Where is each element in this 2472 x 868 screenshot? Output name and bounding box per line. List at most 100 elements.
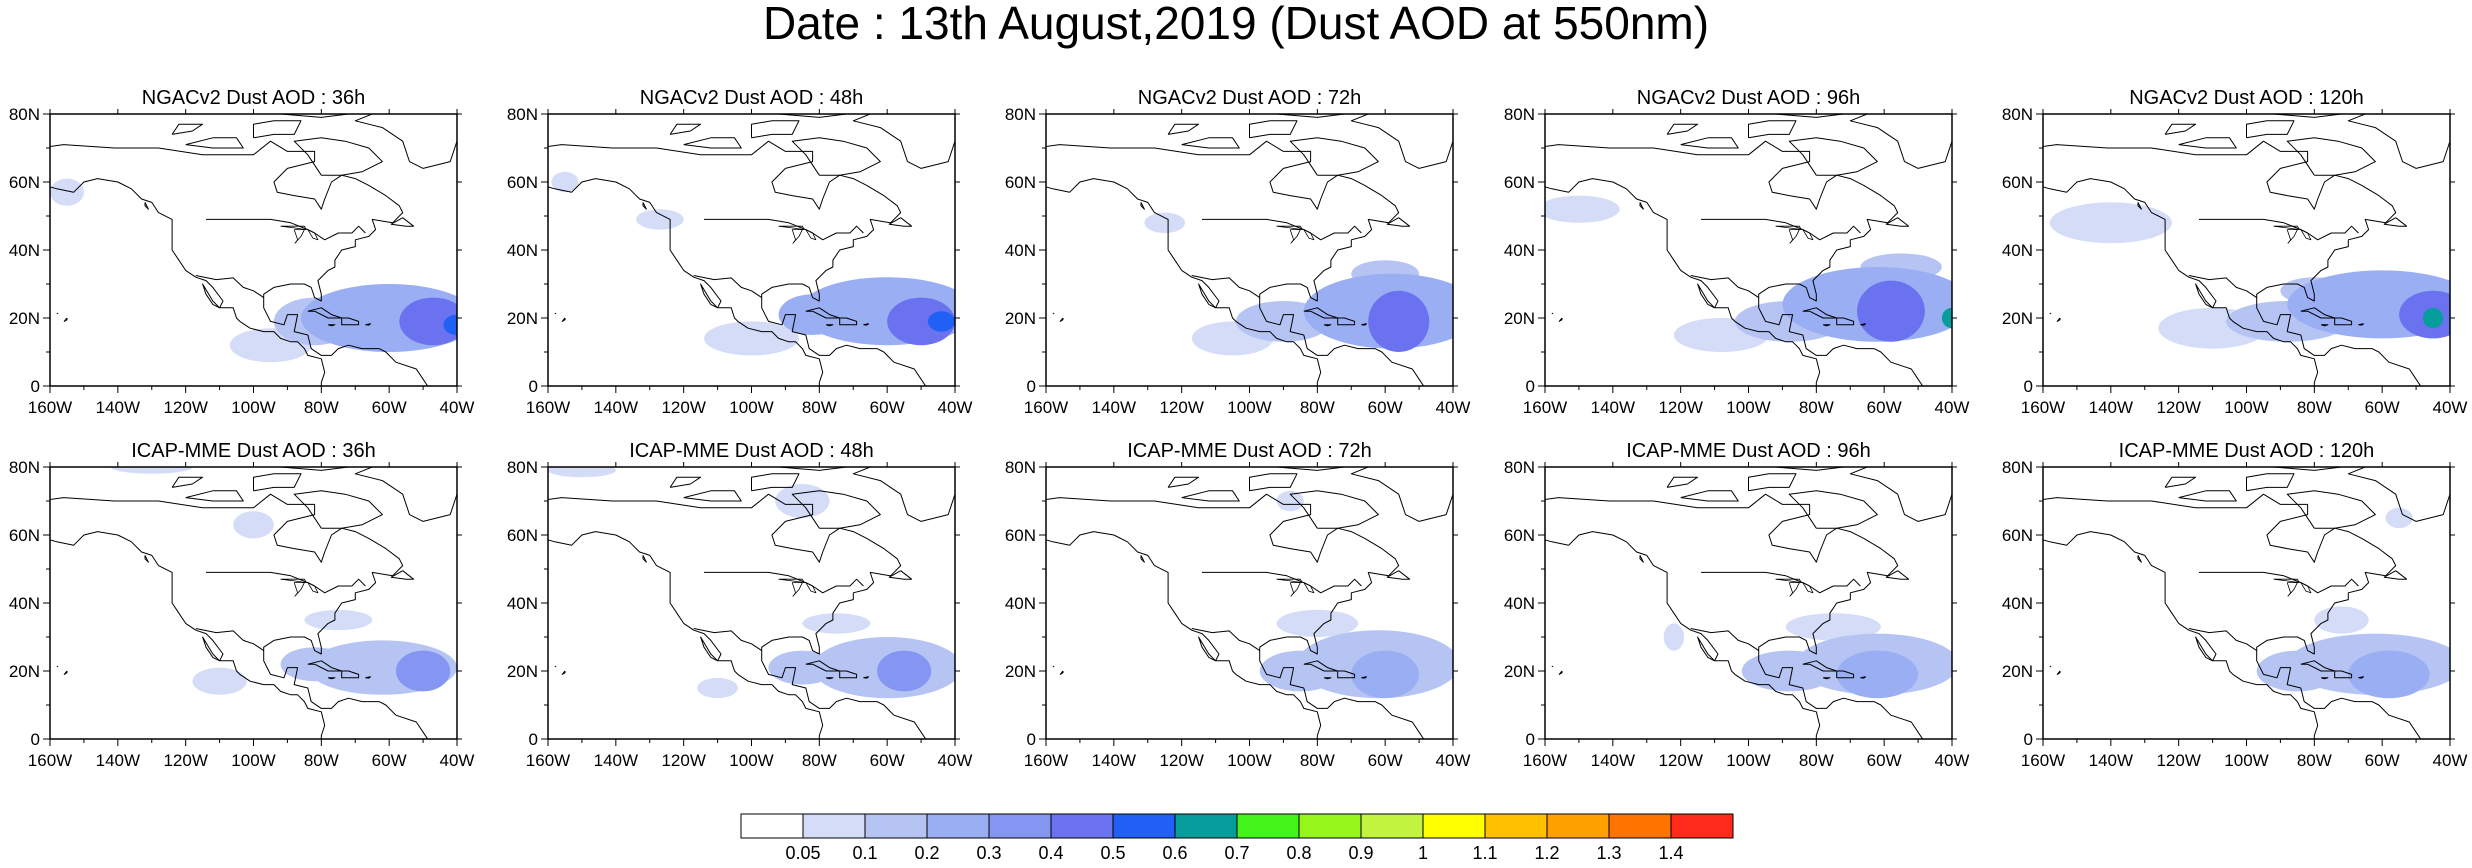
aod-patch bbox=[704, 321, 799, 356]
aod-field bbox=[551, 171, 955, 356]
lon-tick-label: 60W bbox=[372, 398, 407, 417]
panel-title: ICAP-MME Dust AOD : 96h bbox=[1626, 440, 1871, 462]
lat-tick-label: 40N bbox=[9, 594, 40, 613]
lat-tick-label: 80N bbox=[507, 105, 538, 124]
lon-tick-label: 140W bbox=[1591, 751, 1635, 770]
lat-tick-label: 40N bbox=[1005, 594, 1036, 613]
colorbar-swatch bbox=[1484, 813, 1548, 839]
lon-tick-label: 140W bbox=[1092, 751, 1136, 770]
lat-tick-label: 80N bbox=[1005, 105, 1036, 124]
lat-tick-label: 60N bbox=[1504, 526, 1535, 545]
colorbar-swatch bbox=[988, 813, 1052, 839]
lon-tick-label: 80W bbox=[2297, 751, 2332, 770]
aod-patch bbox=[304, 609, 373, 631]
map-plot: 160W 140W 120W 100W 80W 60W 40W 0 20N 40N 60N 80N bbox=[1005, 458, 1471, 770]
lon-tick-label: 140W bbox=[2089, 751, 2133, 770]
map-plot: 160W 140W 120W 100W 80W 60W 40W 0 20N 40N 60N 80N bbox=[9, 458, 475, 770]
lat-tick-label: 80N bbox=[1504, 458, 1535, 477]
lon-tick-label: 100W bbox=[1726, 398, 1770, 417]
colorbar-label: 1.2 bbox=[1534, 843, 1559, 863]
lon-tick-label: 120W bbox=[1159, 398, 1203, 417]
aod-patch bbox=[50, 178, 84, 206]
aod-patch bbox=[887, 297, 955, 346]
aod-patch bbox=[1368, 290, 1430, 352]
aod-patch bbox=[395, 650, 451, 692]
coastline bbox=[1046, 467, 1453, 739]
map-panel: NGACv2 Dust AOD : 72h 160W 140W 120W 100W 80W… bbox=[996, 87, 1503, 419]
lat-tick-label: 0 bbox=[1526, 730, 1535, 749]
lat-tick-label: 60N bbox=[1504, 173, 1535, 192]
colorbar-label: 1.4 bbox=[1658, 843, 1683, 863]
aod-field bbox=[548, 467, 955, 699]
lat-tick-label: 80N bbox=[507, 458, 538, 477]
map-panel: ICAP-MME Dust AOD : 72h 160W 140W 120W 100W 8… bbox=[996, 440, 1503, 772]
lon-tick-label: 40W bbox=[938, 751, 973, 770]
lon-tick-label: 60W bbox=[870, 398, 905, 417]
aod-patch bbox=[2348, 650, 2430, 699]
lon-tick-label: 100W bbox=[231, 398, 275, 417]
lat-tick-label: 80N bbox=[2002, 105, 2033, 124]
aod-field bbox=[111, 467, 457, 695]
map-plot: 160W 140W 120W 100W 80W 60W 40W 0 20N 40N 60N 80N bbox=[1005, 105, 1471, 417]
colorbar-label: 0.7 bbox=[1224, 843, 1249, 863]
lon-tick-label: 120W bbox=[163, 398, 207, 417]
lat-tick-label: 0 bbox=[31, 730, 40, 749]
lat-tick-label: 0 bbox=[1027, 377, 1036, 396]
colorbar-label: 0.05 bbox=[785, 843, 820, 863]
lon-tick-label: 40W bbox=[1436, 751, 1471, 770]
lat-tick-label: 80N bbox=[9, 458, 40, 477]
lat-tick-label: 20N bbox=[1005, 662, 1036, 681]
lon-tick-label: 80W bbox=[802, 751, 837, 770]
colorbar-label: 0.8 bbox=[1286, 843, 1311, 863]
aod-field bbox=[1144, 212, 1453, 356]
lon-tick-label: 60W bbox=[1867, 751, 1902, 770]
colorbar-swatch bbox=[740, 813, 804, 839]
aod-field bbox=[1663, 613, 1952, 699]
aod-patch bbox=[192, 667, 247, 695]
lon-tick-label: 120W bbox=[1159, 751, 1203, 770]
colorbar-label: 0.6 bbox=[1162, 843, 1187, 863]
lat-tick-label: 60N bbox=[2002, 526, 2033, 545]
colorbar-label: 1 bbox=[1418, 843, 1428, 863]
lat-tick-label: 0 bbox=[1027, 730, 1036, 749]
colorbar-label: 0.1 bbox=[852, 843, 877, 863]
colorbar-label: 0.4 bbox=[1038, 843, 1063, 863]
lat-tick-label: 0 bbox=[529, 730, 538, 749]
lon-tick-label: 80W bbox=[1799, 398, 1834, 417]
colorbar-swatch bbox=[926, 813, 990, 839]
lat-tick-label: 20N bbox=[1005, 309, 1036, 328]
map-panel: ICAP-MME Dust AOD : 48h 160W 140W 120W 100W 8… bbox=[498, 440, 1005, 772]
lon-tick-label: 160W bbox=[1024, 751, 1068, 770]
map-panel: ICAP-MME Dust AOD : 96h 160W 140W 120W 100W 8… bbox=[1495, 440, 2002, 772]
lon-tick-label: 160W bbox=[1523, 751, 1567, 770]
panel-title: NGACv2 Dust AOD : 72h bbox=[1137, 87, 1362, 109]
map-panel: NGACv2 Dust AOD : 48h 160W 140W 120W 100W 80W… bbox=[498, 87, 1005, 419]
aod-field bbox=[1259, 490, 1453, 699]
lon-tick-label: 60W bbox=[2365, 751, 2400, 770]
colorbar-swatch bbox=[1112, 813, 1176, 839]
colorbar-swatch bbox=[802, 813, 866, 839]
lon-tick-label: 120W bbox=[1658, 398, 1702, 417]
lon-tick-label: 60W bbox=[870, 751, 905, 770]
aod-field bbox=[2256, 507, 2450, 699]
coastline bbox=[50, 114, 457, 386]
colorbar-svg: 0.05 0.1 0.2 0.3 0.4 0.5 0.6 0.7 0.8 0.9 1 1.1 1.2 1.… bbox=[740, 813, 1734, 863]
lat-tick-label: 80N bbox=[9, 105, 40, 124]
colorbar-swatch bbox=[1050, 813, 1114, 839]
colorbar-swatch bbox=[1608, 813, 1672, 839]
aod-field bbox=[1545, 195, 1952, 352]
lat-tick-label: 40N bbox=[2002, 241, 2033, 260]
lon-tick-label: 120W bbox=[661, 398, 705, 417]
aod-patch bbox=[233, 511, 274, 539]
lat-tick-label: 0 bbox=[529, 377, 538, 396]
colorbar-swatch bbox=[1360, 813, 1424, 839]
lon-tick-label: 80W bbox=[304, 751, 339, 770]
lon-tick-label: 40W bbox=[440, 751, 475, 770]
lon-tick-label: 100W bbox=[2224, 751, 2268, 770]
colorbar: 0.05 0.1 0.2 0.3 0.4 0.5 0.6 0.7 0.8 0.9 1 1.1 1.2 1.… bbox=[740, 813, 1734, 863]
lat-tick-label: 60N bbox=[1005, 526, 1036, 545]
lat-tick-label: 20N bbox=[9, 662, 40, 681]
lat-tick-label: 60N bbox=[507, 526, 538, 545]
lat-tick-label: 0 bbox=[1526, 377, 1535, 396]
colorbar-label: 0.3 bbox=[976, 843, 1001, 863]
